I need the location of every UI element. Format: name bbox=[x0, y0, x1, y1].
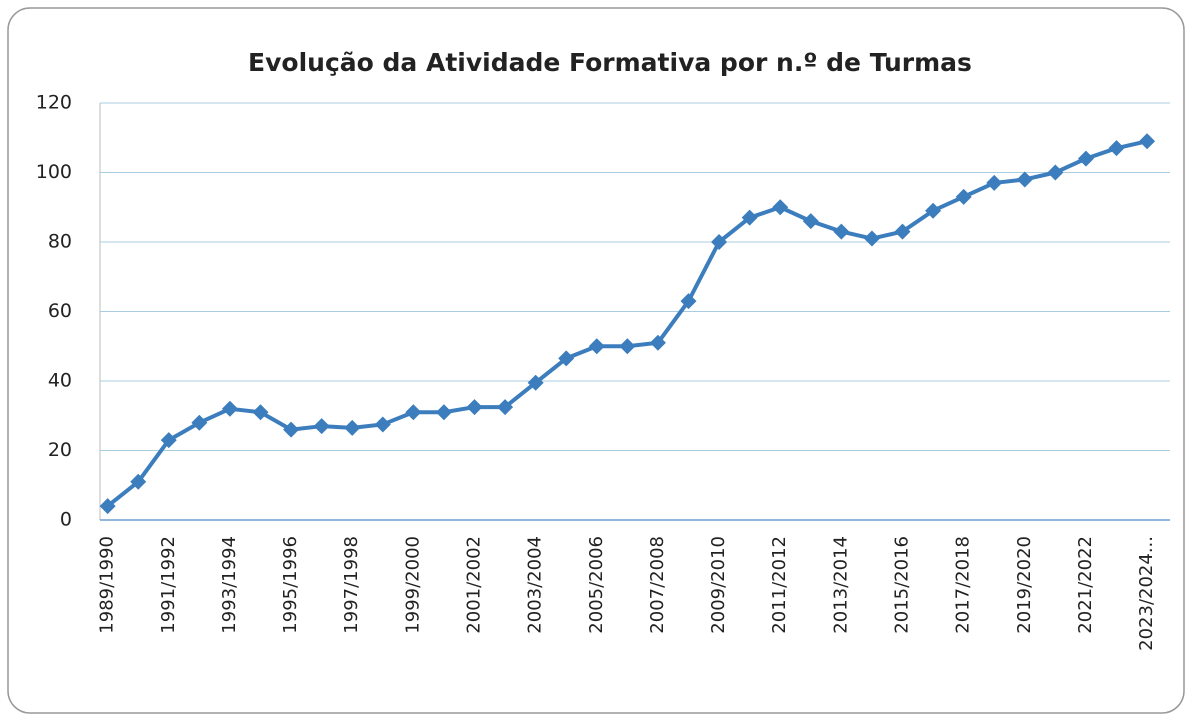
data-point bbox=[955, 188, 972, 205]
chart-title: Evolução da Atividade Formativa por n.º … bbox=[248, 48, 972, 77]
data-point bbox=[802, 213, 819, 230]
x-tick-label: 2023/2024... bbox=[1136, 536, 1157, 651]
data-point bbox=[680, 293, 697, 310]
data-point bbox=[221, 400, 238, 417]
x-tick-label: 2021/2022 bbox=[1075, 536, 1096, 634]
data-point bbox=[252, 404, 269, 421]
x-tick-label: 1991/1992 bbox=[158, 536, 179, 634]
y-tick-label: 120 bbox=[36, 92, 72, 114]
y-tick-label: 100 bbox=[36, 161, 72, 183]
data-point bbox=[649, 334, 666, 351]
data-point bbox=[466, 399, 483, 416]
data-point bbox=[405, 404, 422, 421]
x-tick-label: 1999/2000 bbox=[402, 536, 423, 634]
data-point bbox=[925, 202, 942, 219]
data-point bbox=[283, 421, 300, 438]
data-point bbox=[1077, 150, 1094, 167]
y-tick-label: 0 bbox=[60, 509, 72, 531]
x-tick-label: 1995/1996 bbox=[280, 536, 301, 634]
x-tick-label: 2007/2008 bbox=[647, 536, 668, 634]
x-tick-label: 2011/2012 bbox=[769, 536, 790, 634]
data-point bbox=[863, 230, 880, 247]
data-point bbox=[344, 419, 361, 436]
data-point bbox=[191, 414, 208, 431]
data-point bbox=[497, 399, 514, 416]
x-tick-label: 1993/1994 bbox=[219, 536, 240, 634]
x-tick-label: 1997/1998 bbox=[341, 536, 362, 634]
data-point bbox=[588, 338, 605, 355]
chart-frame bbox=[7, 7, 1185, 714]
data-point bbox=[130, 473, 147, 490]
x-tick-label: 2019/2020 bbox=[1014, 536, 1035, 634]
data-point bbox=[558, 350, 575, 367]
data-point bbox=[527, 374, 544, 391]
data-point bbox=[772, 199, 789, 216]
data-point bbox=[1108, 140, 1125, 157]
data-point bbox=[619, 338, 636, 355]
y-tick-label: 40 bbox=[48, 370, 72, 392]
data-point bbox=[711, 234, 728, 250]
data-point bbox=[374, 416, 391, 433]
data-point bbox=[99, 498, 116, 515]
y-tick-label: 60 bbox=[48, 300, 72, 322]
data-point bbox=[313, 418, 330, 435]
data-point bbox=[1016, 171, 1033, 188]
data-point bbox=[160, 432, 177, 449]
data-point bbox=[1047, 164, 1064, 181]
x-tick-label: 2001/2002 bbox=[464, 536, 485, 634]
data-point bbox=[833, 223, 850, 240]
x-tick-label: 2017/2018 bbox=[953, 536, 974, 634]
data-point bbox=[986, 174, 1003, 191]
x-tick-label: 1989/1990 bbox=[97, 536, 118, 634]
y-tick-label: 80 bbox=[48, 231, 72, 253]
y-tick-label: 20 bbox=[48, 439, 72, 461]
x-tick-label: 2015/2016 bbox=[892, 536, 913, 634]
data-point bbox=[435, 404, 452, 421]
x-tick-label: 2003/2004 bbox=[525, 536, 546, 634]
x-tick-label: 2009/2010 bbox=[708, 536, 729, 634]
data-point bbox=[741, 209, 758, 226]
data-point bbox=[894, 223, 911, 240]
x-tick-label: 2013/2014 bbox=[830, 536, 851, 634]
x-tick-label: 2005/2006 bbox=[586, 536, 607, 634]
data-point bbox=[1139, 133, 1156, 150]
